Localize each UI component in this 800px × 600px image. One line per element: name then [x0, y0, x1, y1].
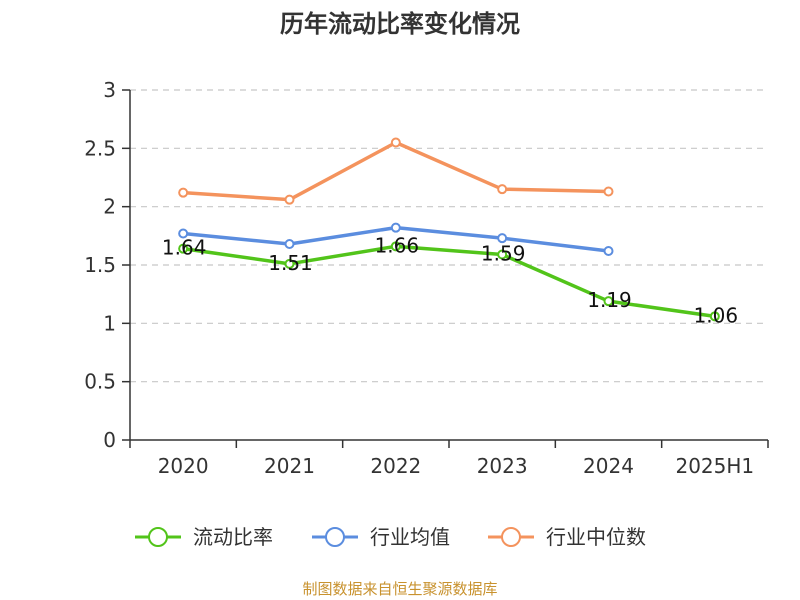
data-label: 1.59 [481, 242, 526, 266]
data-point [603, 246, 614, 256]
y-tick-label: 1.5 [84, 253, 116, 277]
x-tick-label: 2021 [264, 454, 315, 478]
data-label: 1.19 [587, 288, 632, 312]
series-line [182, 244, 716, 319]
data-point [497, 233, 508, 244]
x-tick-label: 2020 [158, 454, 209, 478]
x-tick-label: 2025H1 [675, 454, 754, 478]
data-label: 1.51 [268, 251, 313, 275]
data-point [497, 249, 508, 260]
series-line [183, 140, 609, 202]
data-label: 1.06 [694, 303, 739, 327]
x-tick-label: 2023 [477, 454, 528, 478]
legend-label: 行业均值 [370, 525, 450, 549]
legend-label: 行业中位数 [546, 525, 646, 549]
source-note: 制图数据来自恒生聚源数据库 [302, 580, 497, 598]
data-point [178, 187, 189, 198]
data-label: 1.66 [375, 233, 420, 257]
data-point [603, 296, 614, 307]
legend: 流动比率 行业均值 行业中位数 [135, 525, 646, 549]
data-labels: 1.64 1.51 1.66 1.59 1.19 1.06 [162, 233, 738, 327]
y-tick-label: 2.5 [84, 136, 116, 160]
data-point [178, 228, 189, 239]
x-tick-label: 2022 [370, 454, 421, 478]
series-layer [178, 137, 720, 322]
y-tick-label: 0.5 [84, 370, 116, 394]
chart-title: 历年流动比率变化情况 [280, 10, 520, 38]
data-point [178, 243, 189, 254]
legend-item[interactable]: 行业中位数 [488, 525, 646, 549]
grid [130, 89, 768, 383]
y-tick-label: 2 [103, 195, 116, 219]
legend-marker [325, 527, 345, 547]
legend-marker [148, 527, 168, 547]
legend-label: 流动比率 [193, 525, 273, 549]
data-point [284, 239, 295, 249]
data-point [390, 137, 401, 148]
data-point [709, 311, 720, 322]
x-tick-label: 2024 [583, 454, 634, 478]
y-tick-label: 0 [103, 428, 116, 452]
data-point [284, 258, 295, 269]
data-point [497, 184, 508, 195]
data-point [390, 222, 401, 233]
y-tick-label: 1 [103, 311, 116, 335]
data-point [603, 186, 614, 197]
legend-item[interactable]: 行业均值 [312, 525, 450, 549]
y-tick-label: 3 [103, 78, 116, 102]
legend-marker [501, 527, 521, 547]
data-point [390, 241, 401, 252]
data-label: 1.64 [162, 236, 207, 260]
data-point [284, 194, 295, 205]
legend-item[interactable]: 流动比率 [135, 525, 273, 549]
axes: 0 0.5 1 1.5 2 2.5 3 2020 2021 2022 2023 2024 2025H1 [84, 78, 769, 478]
